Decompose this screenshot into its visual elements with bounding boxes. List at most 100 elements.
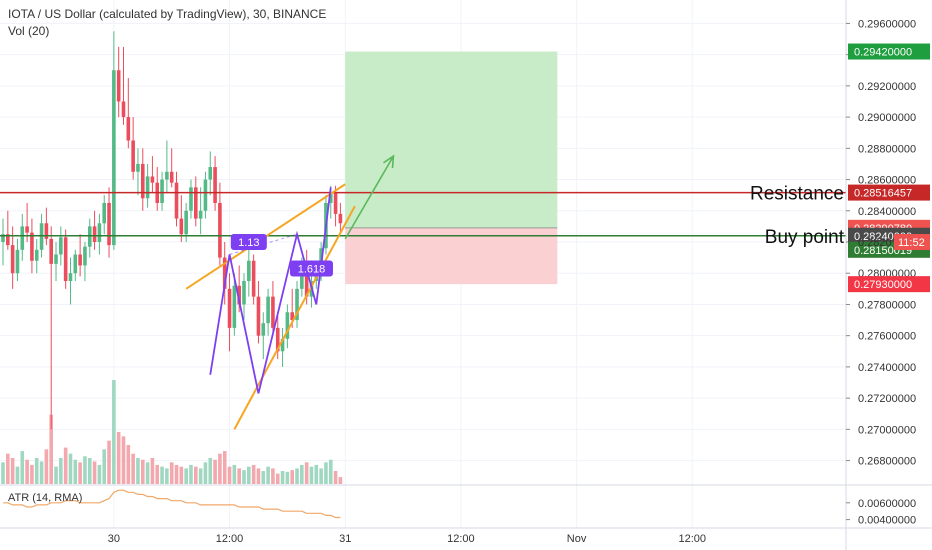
- horizontal-lines: Resistance Buy point: [0, 184, 846, 248]
- volume-bar: [218, 453, 222, 484]
- volume-bar: [271, 468, 275, 484]
- volume-bar: [275, 473, 280, 484]
- volume-bar: [126, 445, 131, 484]
- volume-bar: [87, 458, 92, 484]
- candle-body: [198, 210, 203, 219]
- candle-body: [179, 218, 184, 235]
- candle-body: [300, 265, 304, 289]
- candle-body: [145, 176, 150, 199]
- loss-zone: [345, 227, 558, 285]
- pattern-ratio-label-bg: [230, 234, 267, 250]
- pattern-ratio-label-bg: [289, 260, 333, 277]
- volume-bar: [237, 468, 241, 484]
- candle-body: [295, 288, 299, 321]
- position-zones: [345, 51, 558, 285]
- time-tick-label: 12:00: [447, 533, 475, 545]
- candle-body: [30, 232, 34, 261]
- price-tick-label: 0.27000000: [858, 424, 916, 436]
- candle-body: [39, 223, 44, 250]
- candle-body: [333, 192, 338, 214]
- candle-body: [140, 163, 145, 199]
- volume-bar: [112, 380, 116, 484]
- volume-bar: [20, 451, 25, 484]
- candle-body: [121, 101, 126, 118]
- volume-bar: [242, 470, 246, 484]
- volume-bar: [338, 477, 343, 484]
- candle-body: [83, 246, 87, 266]
- volume-bar: [165, 468, 169, 484]
- candles: [1, 31, 343, 430]
- candle-body: [237, 285, 241, 305]
- candle-body: [131, 140, 135, 172]
- candle-body: [304, 265, 309, 297]
- volume-bar: [78, 462, 82, 484]
- volume-bar: [92, 461, 97, 484]
- volume-bar: [309, 466, 314, 484]
- volume-bar: [10, 458, 15, 484]
- volume-bar: [328, 459, 333, 484]
- candle-body: [251, 260, 256, 297]
- price-tick-label: 0.27600000: [858, 331, 916, 343]
- volume-bars: [1, 380, 343, 484]
- candle-body: [328, 192, 333, 203]
- volume-bar: [39, 461, 44, 484]
- volume-bar: [174, 464, 179, 484]
- candle-body: [280, 338, 285, 352]
- volume-bar: [280, 471, 285, 484]
- volume-bar: [63, 447, 68, 484]
- candle-body: [189, 187, 193, 211]
- candle-body: [107, 202, 111, 246]
- wedge-lower-line: [233, 205, 356, 430]
- time-tick-label: Nov: [567, 533, 587, 545]
- candle-body: [68, 273, 73, 282]
- volume-bar: [34, 458, 39, 484]
- candle-body: [208, 167, 213, 180]
- volume-bar: [145, 462, 150, 484]
- candle-body: [97, 223, 102, 242]
- pattern-ratio-label: 1.618: [298, 264, 326, 276]
- volume-bar: [15, 466, 20, 484]
- price-tick-label: 0.27800000: [858, 299, 916, 311]
- candle-body: [338, 213, 343, 224]
- candle-body: [25, 226, 29, 233]
- candle-body: [169, 171, 174, 183]
- volume-bar: [179, 466, 184, 484]
- volume-bar: [198, 468, 203, 484]
- volume-bar: [194, 466, 198, 484]
- candle-body: [218, 202, 222, 258]
- volume-bar: [6, 453, 10, 484]
- volume-bar: [232, 464, 237, 484]
- candle-body: [63, 237, 68, 282]
- volume-bar: [49, 414, 53, 484]
- current-price-label: 0.2820: [858, 237, 892, 249]
- price-label: 0.28516457: [854, 188, 912, 200]
- volume-bar: [68, 453, 73, 484]
- candle-body: [15, 249, 20, 274]
- price-label: 0.29420000: [854, 47, 912, 59]
- candle-body: [112, 70, 116, 246]
- volume-bar: [169, 462, 174, 484]
- price-label-bg: [848, 276, 930, 293]
- candle-body: [165, 171, 169, 180]
- volume-bar: [314, 464, 319, 484]
- volume-bar: [213, 459, 217, 484]
- volume-bar: [131, 453, 135, 484]
- candle-body: [44, 223, 49, 239]
- price-tick-label: 0.29000000: [858, 112, 916, 124]
- volume-bar: [319, 468, 323, 484]
- volume-bar: [83, 456, 87, 484]
- volume-bar: [295, 468, 299, 484]
- candle-body: [242, 281, 246, 305]
- candle-body: [59, 237, 63, 255]
- atr-indicator-label: ATR (14, RMA): [8, 492, 83, 504]
- volume-bar: [121, 436, 126, 484]
- price-tick-label: 0.29200000: [858, 81, 916, 93]
- candle-body: [227, 288, 232, 328]
- candle-body: [116, 70, 121, 102]
- volume-bar: [261, 471, 266, 484]
- volume-bar: [160, 466, 164, 484]
- candle-body: [285, 312, 290, 339]
- volume-bar: [97, 464, 102, 484]
- price-label-bg: [848, 184, 930, 201]
